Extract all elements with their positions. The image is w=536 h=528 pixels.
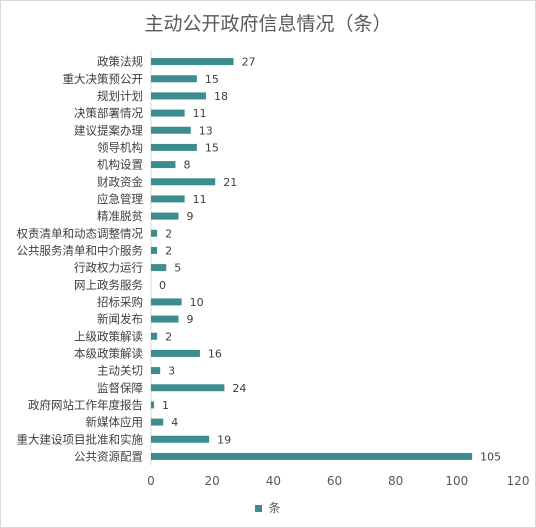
data-label: 27 <box>242 56 256 69</box>
data-label: 0 <box>159 279 166 292</box>
category-label: 监督保障 <box>97 381 143 395</box>
bar <box>151 212 179 220</box>
data-label: 10 <box>190 296 204 309</box>
category-label: 机构设置 <box>97 158 143 172</box>
category-label: 公共服务清单和中介服务 <box>17 243 144 257</box>
data-label: 16 <box>208 347 222 360</box>
x-tick-label: 120 <box>507 474 530 488</box>
data-label: 2 <box>165 244 172 257</box>
bar <box>151 126 191 134</box>
category-label: 权责清单和动态调整情况 <box>17 226 144 240</box>
data-label: 3 <box>168 365 175 378</box>
bar <box>151 92 207 100</box>
legend-label: 条 <box>268 501 281 515</box>
data-label: 19 <box>217 433 231 446</box>
bar <box>151 349 200 357</box>
category-label: 新媒体应用 <box>86 415 144 429</box>
category-label: 政策法规 <box>97 55 143 69</box>
category-label: 网上政务服务 <box>74 278 143 292</box>
bar <box>151 401 155 409</box>
category-label: 精准脱贫 <box>97 209 143 223</box>
x-tick-label: 80 <box>388 474 403 488</box>
bar <box>151 178 216 186</box>
bar <box>151 58 234 66</box>
chart-title: 主动公开政府信息情况（条） <box>144 13 392 35</box>
x-tick-label: 100 <box>445 474 468 488</box>
data-label: 5 <box>174 262 181 275</box>
category-label: 主动关切 <box>97 364 143 378</box>
category-label: 重大建设项目批准和实施 <box>17 432 144 446</box>
data-label: 18 <box>214 90 228 103</box>
legend: 条 <box>1 499 535 516</box>
bar <box>151 332 158 340</box>
category-label: 行政权力运行 <box>74 261 143 275</box>
bar <box>151 264 167 272</box>
category-label: 重大决策预公开 <box>63 72 144 86</box>
category-label: 建议提案办理 <box>74 123 143 137</box>
bar <box>151 229 158 237</box>
bar <box>151 195 185 203</box>
category-label: 本级政策解读 <box>74 346 143 360</box>
category-label: 公共资源配置 <box>74 449 143 463</box>
bar <box>151 384 225 392</box>
x-tick-label: 0 <box>147 474 155 488</box>
data-label: 11 <box>193 193 207 206</box>
data-label: 2 <box>165 227 172 240</box>
bar <box>151 75 197 83</box>
data-label: 9 <box>187 313 194 326</box>
category-label: 应急管理 <box>97 192 143 206</box>
data-label: 11 <box>193 107 207 120</box>
bar <box>151 246 158 254</box>
category-label: 决策部署情况 <box>74 106 143 120</box>
category-label: 新闻发布 <box>97 312 143 326</box>
category-label: 招标采购 <box>97 295 143 309</box>
data-label: 8 <box>183 159 190 172</box>
bar <box>151 143 197 151</box>
data-label: 1 <box>162 399 169 412</box>
data-label: 2 <box>165 330 172 343</box>
bar <box>151 161 176 169</box>
category-label: 政府网站工作年度报告 <box>28 398 143 412</box>
data-label: 9 <box>187 210 194 223</box>
bar <box>151 435 210 443</box>
data-label: 15 <box>205 141 219 154</box>
x-tick-label: 20 <box>205 474 220 488</box>
bar <box>151 109 185 117</box>
bar <box>151 367 161 375</box>
bar <box>151 298 182 306</box>
x-tick-label: 60 <box>327 474 342 488</box>
category-label: 上级政策解读 <box>74 329 143 343</box>
data-label: 13 <box>199 124 213 137</box>
bar <box>151 315 179 323</box>
data-label: 4 <box>171 416 178 429</box>
legend-swatch <box>255 505 263 512</box>
x-tick-label: 40 <box>266 474 281 488</box>
category-label: 规划计划 <box>97 89 143 103</box>
category-label: 领导机构 <box>97 140 143 154</box>
bar <box>151 452 473 460</box>
data-label: 24 <box>232 382 246 395</box>
category-label: 财政资金 <box>97 175 143 189</box>
bar <box>151 418 164 426</box>
data-label: 21 <box>223 176 237 189</box>
data-label: 105 <box>480 450 501 463</box>
data-label: 15 <box>205 73 219 86</box>
